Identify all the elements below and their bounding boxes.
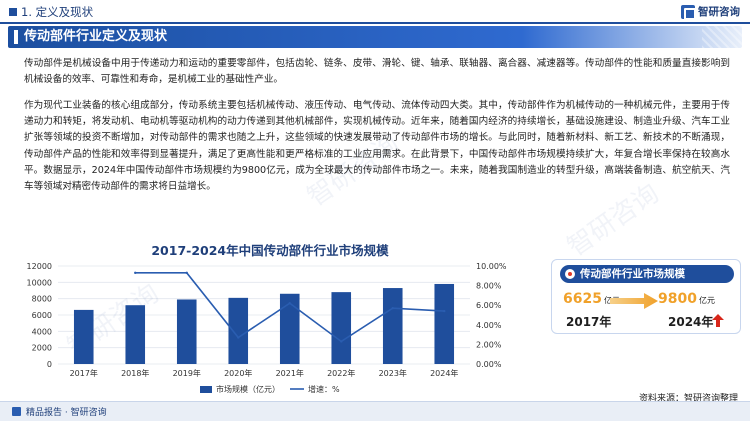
top-bar: 1. 定义及现状 智研咨询 [0,0,750,24]
y-left-tick-label: 0 [47,360,52,369]
section-decoration [702,26,742,48]
start-value-number: 6625 [563,291,602,307]
header-divider [0,22,750,24]
growth-point [185,271,188,275]
legend-line-label: 增速：% [308,384,340,394]
end-value-number: 9800 [658,291,697,307]
breadcrumb: 1. 定义及现状 [21,5,94,19]
bar [382,288,403,364]
card-header: 传动部件行业市场规模 [560,265,734,283]
y-right-tick-label: 8.00% [476,282,502,291]
y-right-tick-label: 0.00% [476,360,502,369]
section-title: 传动部件行业定义及现状 [24,29,168,44]
bar [331,292,352,364]
bar [176,299,197,364]
y-right-tick-label: 10.00% [476,262,507,271]
y-left-tick-label: 6000 [32,311,52,320]
paragraph-status: 作为现代工业装备的核心组成部分，传动系统主要包括机械传动、液压传动、电气传动、流… [24,100,730,193]
logo-icon [681,4,696,20]
card-title: 传动部件行业市场规模 [580,268,685,280]
growth-point [391,306,394,310]
bar [125,305,146,364]
end-value: 9800 亿元 [658,291,715,307]
x-tick-label: 2021年 [276,368,304,378]
up-arrow-icon [712,314,724,327]
growth-point [134,271,137,275]
y-left-tick-label: 10000 [27,278,52,287]
end-value-unit: 亿元 [698,296,715,305]
x-tick-label: 2017年 [70,368,98,378]
bar [73,309,94,364]
bottom-bar: 精品报告 · 智研咨询 [0,401,750,421]
y-left-tick-label: 4000 [32,327,52,336]
bar [228,297,249,364]
bar [279,293,300,364]
growth-point [340,340,343,343]
legend-bar-swatch [200,386,212,393]
x-tick-label: 2023年 [379,368,407,378]
logo-text: 智研咨询 [698,6,740,18]
market-size-card: 传动部件行业市场规模 6625 亿元 9800亿元 2017年 2024年 [551,259,741,334]
growth-point [237,336,240,339]
y-right-tick-label: 4.00% [476,321,502,330]
paragraph-definition: 传动部件是机械设备中用于传递动力和运动的重要零部件，包括齿轮、链条、皮带、滑轮、… [24,58,730,86]
x-tick-label: 2020年 [224,368,252,378]
market-size-chart: 0 2000 4000 6000 8000 10000 12000 0.00% 2.00% 4.0… [27,262,507,394]
y-right-tick-label: 2.00% [476,340,502,349]
growth-point [288,302,291,305]
growth-point [443,309,446,313]
growth-arrow-icon [610,293,658,309]
footer-brand: 精品报告 · 智研咨询 [26,408,107,418]
x-tick-label: 2018年 [121,368,149,378]
y-left-tick-label: 2000 [32,344,52,353]
target-icon [565,269,575,279]
y-left-tick-label: 12000 [27,262,52,271]
report-icon [12,407,21,416]
x-tick-label: 2022年 [327,368,355,378]
breadcrumb-square-icon [9,8,17,16]
section-header: 传动部件行业定义及现状 [8,26,742,48]
source-note: 资料来源：智研咨询整理 [638,394,738,404]
x-tick-label: 2019年 [173,368,201,378]
y-right-tick-label: 6.00% [476,301,502,310]
brand-logo[interactable]: 智研咨询 [681,4,740,20]
bar [434,283,455,364]
end-year: 2024年 [668,315,714,329]
y-left-tick-label: 8000 [32,295,52,304]
chart-title: 2017-2024年中国传动部件行业市场规模 [151,243,389,258]
section-marker [14,30,18,44]
x-tick-label: 2024年 [430,368,458,378]
legend-bar-label: 市场规模（亿元） [216,384,280,394]
start-year: 2017年 [566,315,612,329]
